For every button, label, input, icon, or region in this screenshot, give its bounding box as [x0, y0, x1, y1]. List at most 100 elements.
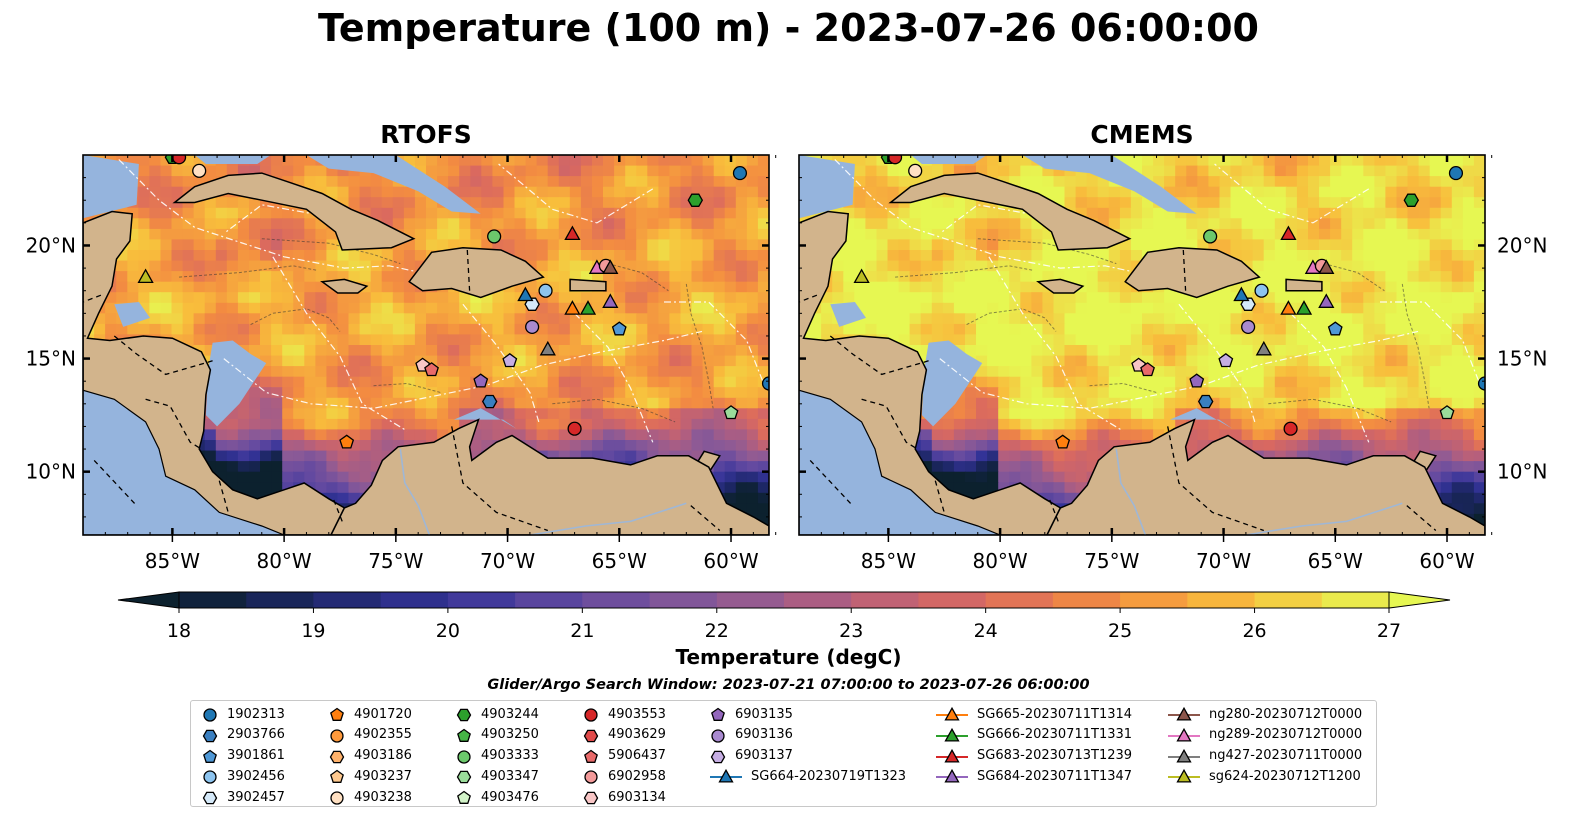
- depth-contours: [895, 238, 1430, 423]
- legend-item: 5906437: [582, 746, 666, 766]
- pentagon-symbol: [457, 790, 471, 805]
- legend-item-label: 6902958: [608, 768, 666, 784]
- hexagon-marker: [481, 394, 498, 409]
- colorbar-extend-low: [117, 591, 180, 609]
- legend-item: 4903347: [455, 766, 539, 786]
- legend-item: 4903186: [328, 746, 412, 766]
- colorbar-segment: [649, 592, 718, 608]
- lat-tick-label-left: 10°N: [26, 460, 76, 484]
- colorbar-segment: [716, 592, 785, 608]
- legend-item-label: 4901720: [354, 706, 412, 722]
- lon-tick-label: 80°W: [972, 549, 1027, 573]
- triangle-line-legend-icon: [936, 769, 968, 783]
- legend-item-label: 3902456: [227, 768, 285, 784]
- legend-item: 6902958: [582, 766, 666, 786]
- hexagon-symbol: [456, 771, 472, 784]
- triangle-line-symbol: [944, 748, 960, 763]
- pentagon-marker: [723, 405, 739, 420]
- circle-symbol: [711, 729, 725, 743]
- circle-marker: [525, 319, 540, 334]
- legend-item: 3901861: [201, 746, 285, 766]
- lon-tick-label: 75°W: [1084, 549, 1139, 573]
- circle-symbol: [330, 791, 344, 805]
- hexagon-legend-icon: [456, 708, 472, 722]
- legend-item: ng280-20230712T0000: [1167, 704, 1362, 724]
- hexagon-marker: [1240, 297, 1256, 311]
- circle-symbol: [584, 770, 598, 785]
- colorbar-segment: [582, 592, 650, 608]
- country-borders: [799, 249, 1437, 532]
- shallow-bathymetry: [799, 155, 1233, 429]
- hexagon-symbol: [202, 791, 218, 805]
- hexagon-legend-icon: [583, 791, 599, 805]
- triangle-marker: [517, 286, 534, 302]
- triangle-line-legend-icon: [1168, 769, 1200, 783]
- legend-item-label: 6903134: [608, 789, 666, 805]
- legend-title: Glider/Argo Search Window: 2023-07-21 07…: [487, 677, 1090, 693]
- colorbar-segment: [447, 592, 516, 608]
- circle-marker: [192, 163, 207, 178]
- lat-tick-label-left: 15°N: [26, 347, 76, 371]
- circle-marker: [1203, 229, 1218, 244]
- map-panel-cmems[interactable]: [798, 151, 1493, 542]
- colorbar-tick-label: 18: [167, 620, 191, 642]
- triangle-marker: [1295, 300, 1313, 315]
- lat-tick-label-left: 20°N: [26, 233, 76, 257]
- circle-marker: [1254, 283, 1269, 298]
- triangle-line-symbol: [718, 769, 734, 783]
- hexagon-symbol: [710, 750, 726, 763]
- circle-marker: [887, 155, 903, 165]
- pentagon-marker: [1140, 362, 1155, 377]
- legend-item-label: SG664-20230719T1323: [751, 768, 907, 784]
- legend-item: 4903237: [328, 766, 412, 786]
- pentagon-legend-icon: [457, 728, 471, 742]
- legend-item: 6903137: [709, 746, 793, 766]
- circle-marker: [171, 155, 187, 165]
- pentagon-symbol: [584, 749, 598, 763]
- triangle-marker: [1255, 340, 1272, 356]
- pentagon-legend-icon: [203, 749, 217, 763]
- triangle-line-symbol: [1176, 727, 1192, 742]
- triangle-marker: [1280, 300, 1297, 315]
- legend-item: 4903333: [455, 746, 539, 766]
- triangle-marker: [579, 300, 597, 315]
- legend-item: 6903134: [582, 787, 666, 807]
- pentagon-marker: [1218, 352, 1234, 368]
- legend-item-label: 4903553: [608, 706, 666, 722]
- legend-item-label: sg624-20230712T1200: [1209, 768, 1361, 784]
- pentagon-legend-icon: [711, 707, 725, 721]
- triangle-line-symbol: [1176, 706, 1192, 721]
- circle-legend-icon: [330, 791, 344, 805]
- legend-item-label: SG665-20230711T1314: [977, 706, 1133, 722]
- colorbar-segment: [1052, 592, 1121, 608]
- colorbar-segment: [246, 592, 314, 608]
- triangle-marker: [1280, 225, 1297, 241]
- temperature-field: [83, 155, 769, 535]
- legend-item: 6903136: [709, 725, 793, 745]
- hexagon-marker: [1197, 394, 1214, 409]
- circle-legend-icon: [584, 708, 598, 722]
- colorbar-segment: [1120, 592, 1188, 608]
- circle-legend-icon: [203, 770, 217, 785]
- legend-item: ng289-20230712T0000: [1167, 725, 1362, 745]
- hexagon-symbol: [329, 750, 345, 763]
- circle-legend-icon: [330, 729, 344, 743]
- circle-marker: [908, 163, 923, 178]
- circle-symbol: [203, 708, 217, 722]
- hexagon-legend-icon: [329, 750, 345, 763]
- triangle-marker: [853, 268, 870, 284]
- panel-title-rtofs: RTOFS: [380, 120, 472, 149]
- circle-marker: [567, 421, 582, 436]
- pentagon-legend-icon: [584, 749, 598, 763]
- map-panel-rtofs[interactable]: [82, 151, 777, 542]
- legend-item: SG684-20230711T1347: [935, 766, 1132, 786]
- triangle-marker: [1233, 286, 1250, 302]
- triangle-marker: [564, 225, 581, 241]
- hexagon-marker: [524, 297, 540, 311]
- triangle-line-legend-icon: [936, 727, 968, 742]
- circle-legend-icon: [711, 729, 725, 743]
- pentagon-symbol: [711, 707, 725, 721]
- lon-tick-label: 60°W: [703, 549, 758, 573]
- land: [799, 172, 1485, 535]
- pentagon-marker: [1327, 321, 1343, 336]
